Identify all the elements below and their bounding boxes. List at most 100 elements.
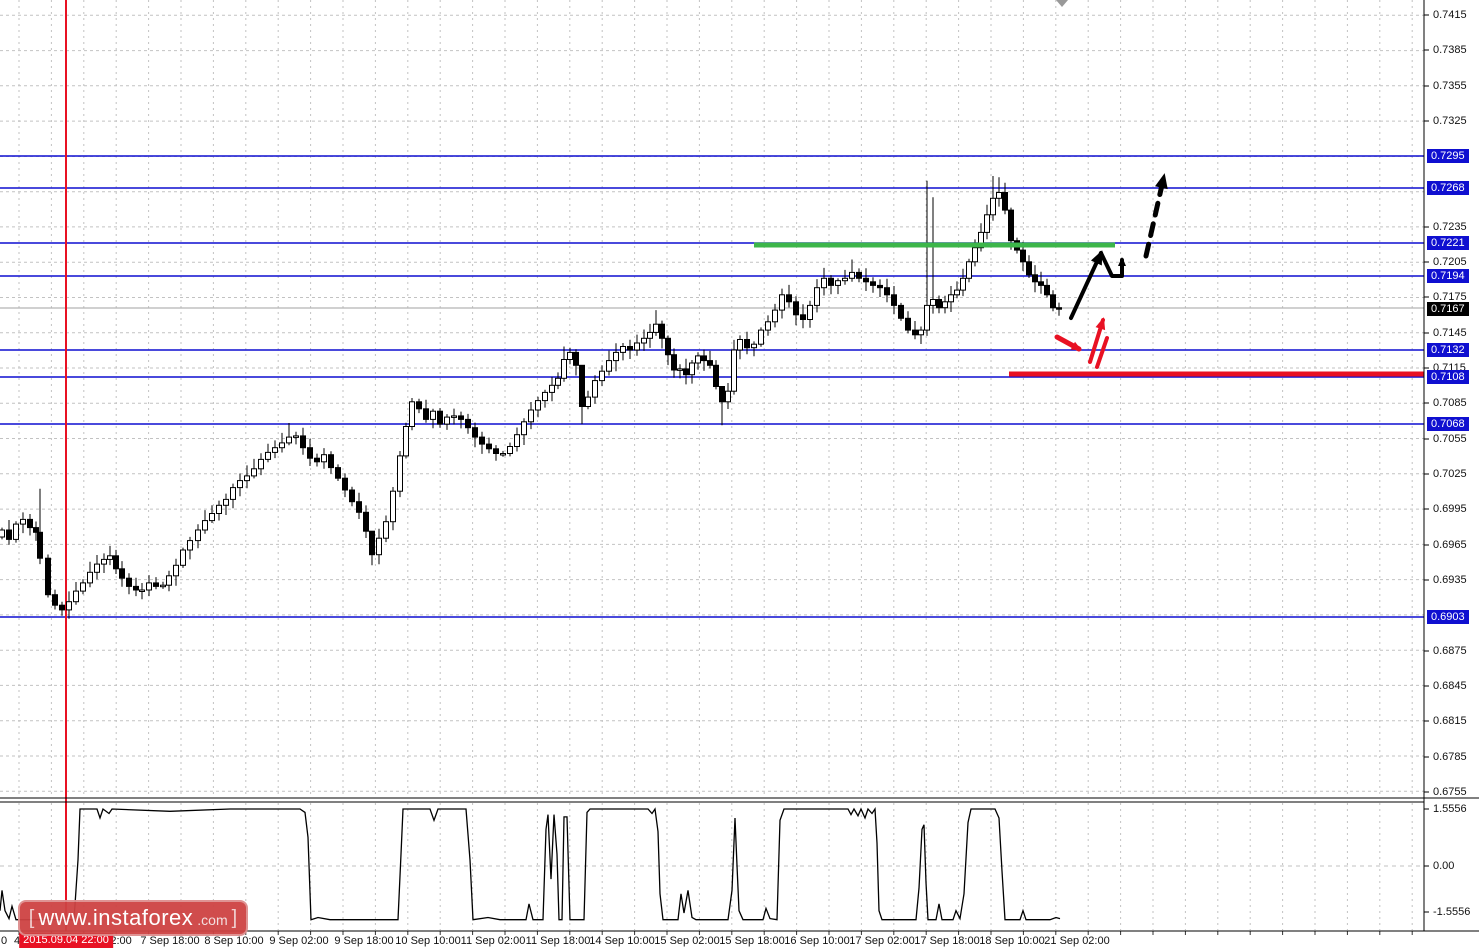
candlestick xyxy=(793,301,799,316)
candlestick xyxy=(153,582,159,587)
candlestick xyxy=(884,287,890,296)
watermark-tld: .com xyxy=(197,912,228,928)
candlestick xyxy=(430,410,436,420)
black-pullback-hook-head[interactable] xyxy=(1118,257,1126,266)
candlestick xyxy=(1050,294,1056,309)
candlestick xyxy=(599,370,605,382)
indicator-line xyxy=(0,807,1061,921)
candlestick xyxy=(978,231,984,249)
candlestick xyxy=(180,549,186,566)
candlestick xyxy=(842,277,848,282)
candlestick xyxy=(528,409,534,423)
candlestick xyxy=(160,584,166,588)
red-swoosh-mark-head[interactable] xyxy=(1070,341,1082,351)
candlestick xyxy=(472,427,478,438)
candlestick xyxy=(286,436,292,444)
red-up-arrow-head[interactable] xyxy=(1095,317,1106,331)
candlestick xyxy=(33,527,39,533)
candlestick xyxy=(126,577,132,587)
candlestick xyxy=(59,604,65,611)
candlestick xyxy=(725,390,731,403)
candlestick xyxy=(786,294,792,303)
red-up-arrow-secondary[interactable] xyxy=(1095,336,1109,369)
candlestick xyxy=(349,489,355,503)
candlestick xyxy=(573,351,579,366)
candlestick xyxy=(942,301,948,309)
chart-shift-marker-icon[interactable] xyxy=(1056,0,1068,7)
candlestick xyxy=(397,455,403,492)
candlestick xyxy=(458,415,464,420)
candlestick xyxy=(849,271,855,279)
candlestick xyxy=(966,261,972,279)
candlestick xyxy=(814,287,820,306)
black-dashed-projection-arrow-head[interactable] xyxy=(1155,173,1168,190)
candlestick xyxy=(555,377,561,386)
candlestick xyxy=(314,457,320,463)
candlestick xyxy=(258,458,264,470)
candlestick xyxy=(321,454,327,463)
candlestick xyxy=(1032,274,1038,283)
black-trend-arrow[interactable] xyxy=(1069,251,1103,320)
candlestick xyxy=(279,442,285,449)
candlestick xyxy=(307,447,313,459)
candlestick xyxy=(101,558,107,565)
candlestick xyxy=(751,343,757,349)
candlestick xyxy=(13,523,19,540)
candlestick xyxy=(416,401,422,410)
candlestick xyxy=(954,289,960,296)
candlestick xyxy=(689,362,695,376)
candlestick xyxy=(300,435,306,449)
candlestick xyxy=(342,477,348,491)
candlestick xyxy=(856,271,862,279)
candlestick xyxy=(758,329,764,345)
candlestick xyxy=(223,498,229,506)
candlestick xyxy=(37,531,43,559)
candlestick xyxy=(891,294,897,306)
candlestick xyxy=(52,594,58,606)
candlestick xyxy=(677,368,683,371)
candlestick xyxy=(166,575,172,586)
candlestick xyxy=(535,400,541,411)
candlestick xyxy=(265,451,271,460)
candlestick xyxy=(765,321,771,331)
candlestick xyxy=(613,351,619,362)
candlestick xyxy=(731,349,737,392)
candlestick xyxy=(549,384,555,393)
candlestick xyxy=(20,518,26,525)
candlestick xyxy=(695,355,701,364)
candlestick xyxy=(821,277,827,289)
candlestick xyxy=(779,294,785,311)
candlestick xyxy=(659,323,665,339)
candlestick xyxy=(898,304,904,319)
candlestick xyxy=(363,511,369,532)
candlestick xyxy=(437,410,443,425)
candlestick xyxy=(1002,192,1008,211)
candlestick xyxy=(647,331,653,339)
candlestick xyxy=(451,415,457,418)
candlestick xyxy=(202,520,208,531)
candlestick xyxy=(507,446,513,454)
black-dashed-projection-arrow[interactable] xyxy=(1143,173,1167,259)
instaforex-watermark: [ www.instaforex .com ] xyxy=(18,900,248,936)
candlestick xyxy=(627,346,633,351)
candlestick xyxy=(592,380,598,398)
candlestick xyxy=(707,360,713,366)
black-pullback-hook[interactable] xyxy=(1099,251,1124,278)
candlestick xyxy=(209,513,215,522)
candlestick xyxy=(1044,284,1050,296)
watermark-name: www.instaforex xyxy=(38,905,194,930)
candlestick xyxy=(641,337,647,344)
candlestick xyxy=(719,386,725,403)
candlestick xyxy=(45,557,51,596)
candlestick xyxy=(936,299,942,309)
candlestick xyxy=(272,447,278,453)
candlestick xyxy=(665,337,671,356)
candlestick xyxy=(244,475,250,482)
candlestick xyxy=(173,564,179,577)
candlestick xyxy=(1038,281,1044,286)
candlestick xyxy=(744,339,750,349)
candlestick xyxy=(390,490,396,523)
candlestick xyxy=(870,281,876,286)
